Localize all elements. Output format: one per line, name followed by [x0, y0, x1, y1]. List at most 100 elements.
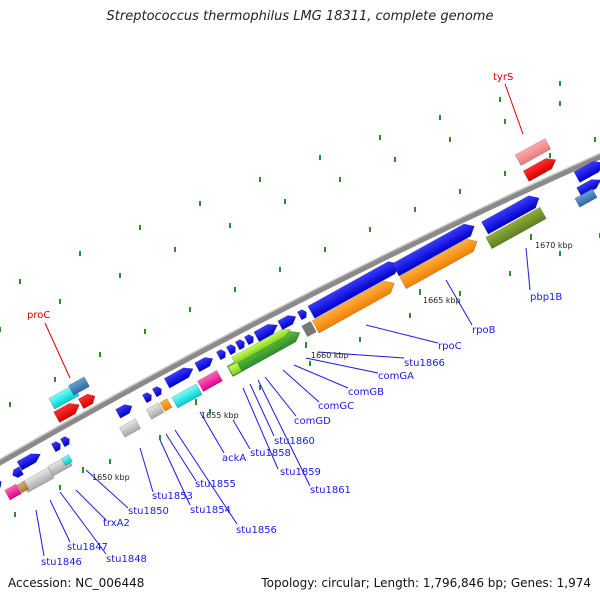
scale-ticks: 1650 kbp 1655 kbp 1660 kbp 1665 kbp 1670 kbp — [82, 234, 573, 482]
gene-label: stu1856 — [236, 525, 277, 536]
gene-features — [0, 138, 600, 501]
grid-dot — [394, 157, 396, 162]
leader-line — [257, 379, 311, 487]
pink-gene — [4, 483, 22, 501]
grid-dot — [99, 352, 101, 357]
grid-dot — [414, 207, 416, 212]
leader-line — [504, 83, 524, 135]
leader-line — [445, 279, 473, 326]
gene-label: stu1858 — [250, 448, 291, 459]
tick-label: 1670 kbp — [535, 241, 573, 250]
leader-line — [49, 499, 71, 543]
grid-dot — [459, 189, 461, 194]
forward-gene — [576, 179, 600, 197]
gene-label: stu1861 — [310, 485, 351, 496]
gene-label: tyrS — [493, 72, 513, 83]
leader-line — [525, 247, 531, 291]
forward-gene — [277, 315, 297, 331]
tick-mark — [419, 289, 421, 295]
grid-dot — [139, 225, 141, 230]
forward-gene — [243, 334, 254, 346]
forward-gene — [215, 349, 226, 361]
forward-gene — [296, 309, 307, 321]
reverse-gene — [12, 466, 24, 478]
accession-text: Accession: NC_006448 — [8, 576, 145, 590]
grid-dot — [109, 459, 111, 464]
leader-line — [59, 491, 107, 555]
grid-dot — [189, 307, 191, 312]
gene-label: comGD — [294, 416, 331, 427]
forward-gene — [151, 386, 162, 398]
gene-label: stu1866 — [404, 358, 445, 369]
leader-line — [159, 439, 191, 506]
tick-mark — [530, 234, 532, 240]
grid-dot — [559, 81, 561, 86]
grid-dot — [439, 115, 441, 120]
forward-gene — [141, 392, 152, 404]
grid-dot — [594, 137, 596, 142]
tick-label: 1650 kbp — [92, 473, 130, 482]
grid-dot — [319, 155, 321, 160]
grid-dot — [174, 247, 176, 252]
leader-line — [44, 322, 71, 379]
leader-line — [35, 509, 45, 557]
pink-gene — [197, 370, 223, 392]
gene-label: stu1855 — [195, 479, 236, 490]
gene-label: stu1860 — [274, 436, 315, 447]
grid-dot — [409, 313, 411, 318]
forward-gene — [225, 344, 236, 356]
grid-dot — [559, 251, 561, 256]
grid-dot — [159, 435, 161, 440]
grid-dot — [234, 287, 236, 292]
gene-label: stu1848 — [106, 554, 147, 565]
leader-line — [139, 447, 154, 493]
grid-dot — [19, 279, 21, 284]
gene-label: stu1854 — [190, 505, 231, 516]
orange-gene — [399, 238, 478, 290]
tick-mark — [82, 467, 84, 473]
gene-label: stu1859 — [280, 467, 321, 478]
steel-gene — [68, 376, 90, 396]
leader-line — [75, 489, 107, 521]
genome-backbone-highlight — [0, 152, 600, 461]
cyan-gene — [61, 454, 73, 466]
grid-dot — [14, 512, 16, 517]
grey-gene — [119, 418, 141, 438]
orange-gene — [159, 398, 173, 412]
gene-label: trxA2 — [103, 518, 130, 529]
gene-label: ackA — [222, 453, 246, 464]
grid-dot — [209, 409, 211, 414]
grid-dot — [509, 271, 511, 276]
leader-line — [232, 419, 251, 450]
leader-line — [242, 387, 279, 470]
grid-dot — [559, 101, 561, 106]
forward-gene — [115, 404, 133, 419]
grid-dot — [459, 291, 461, 296]
leader-line — [282, 369, 320, 403]
grid-dot — [59, 299, 61, 304]
leader-line — [365, 324, 439, 344]
grid-dot — [369, 227, 371, 232]
grid-dot — [144, 329, 146, 334]
forward-gene — [163, 367, 194, 389]
tan-gene — [16, 480, 30, 494]
red-gene — [77, 393, 96, 410]
tick-label: 1665 kbp — [423, 296, 461, 305]
grid-dot — [229, 223, 231, 228]
grid-dot — [549, 153, 551, 158]
map-title: Streptococcus thermophilus LMG 18311, co… — [106, 9, 494, 24]
grey-gene — [145, 402, 165, 420]
orange-gene — [311, 280, 395, 334]
tick-mark — [305, 342, 307, 348]
forward-gene — [194, 357, 214, 373]
leader-line — [249, 383, 275, 437]
label-leader-lines — [35, 83, 531, 557]
leader-line — [85, 469, 129, 509]
red-gene — [522, 158, 557, 182]
forward-gene — [253, 323, 278, 343]
grid-dot — [259, 177, 261, 182]
forward-gene — [234, 339, 245, 351]
grid-dot — [0, 327, 1, 332]
gene-label: pbp1B — [530, 292, 562, 303]
